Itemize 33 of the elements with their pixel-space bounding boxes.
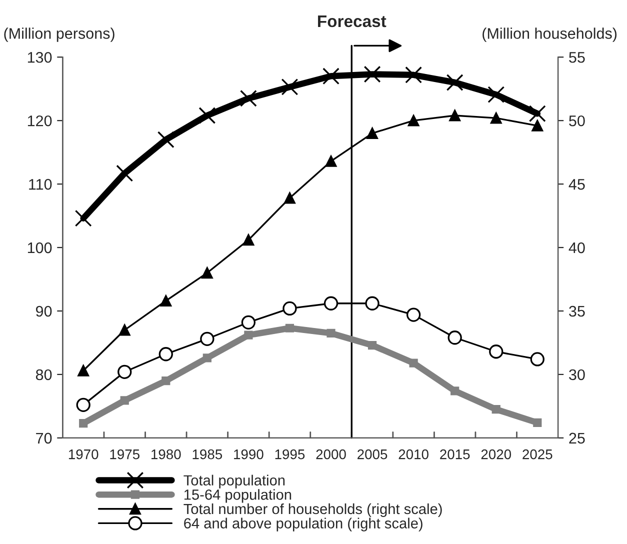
x-tick-label: 1990 [234, 449, 264, 460]
x-tick-label: 2010 [398, 449, 428, 460]
x-tick-label: 1970 [68, 449, 98, 460]
legend-label: Total number of households (right scale) [184, 503, 442, 518]
y-tick-label: 70 [36, 432, 52, 444]
y2-axis-title: (Million households) [482, 28, 617, 42]
x-tick-label: 1985 [192, 449, 222, 460]
y-tick-label: 130 [28, 52, 52, 63]
y2-tick-label: 50 [569, 115, 585, 126]
x-tick-label: 2005 [358, 449, 388, 460]
x-tick-label: 1975 [110, 449, 140, 460]
y-tick-label: 90 [36, 306, 52, 317]
legend-label: 64 and above population (right scale) [184, 518, 422, 532]
x-tick-label: 1980 [152, 449, 181, 460]
x-tick-label: 1995 [275, 449, 305, 460]
y2-tick-label: 30 [569, 369, 585, 380]
y2-tick-label: 35 [569, 306, 585, 317]
ref-line-label: Forecast [318, 16, 386, 28]
y-tick-label: 120 [28, 115, 52, 126]
y2-tick-label: 55 [569, 52, 585, 63]
x-tick-label: 2000 [316, 449, 346, 460]
y-tick-label: 110 [29, 178, 52, 190]
legend-label: 15-64 population [184, 489, 292, 503]
y2-tick-label: 45 [568, 179, 585, 190]
x-tick-label: 2015 [440, 449, 470, 460]
x-tick-label: 2020 [481, 449, 512, 460]
legend-label: Total population [184, 474, 285, 488]
y-tick-label: 100 [28, 242, 52, 254]
y-axis-title: (Million persons) [4, 28, 114, 42]
y-tick-label: 80 [36, 369, 52, 380]
y2-tick-label: 40 [568, 242, 585, 254]
y2-tick-label: 25 [569, 432, 585, 444]
x-tick-label: 2025 [522, 449, 552, 460]
